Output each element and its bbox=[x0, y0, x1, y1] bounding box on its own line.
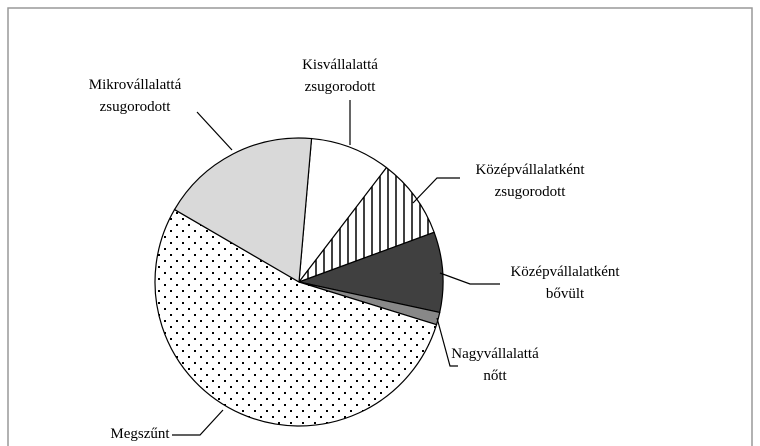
slice-label: Nagyvállalattá nőtt bbox=[451, 346, 539, 384]
pie-slice bbox=[296, 231, 444, 314]
pie-slice bbox=[173, 137, 313, 283]
slice-label: Középvállalatként bővült bbox=[510, 264, 620, 302]
pie-slice bbox=[298, 137, 388, 285]
slice-label: Mikrovállalattá zsugorodott bbox=[89, 77, 182, 115]
leader-line bbox=[439, 272, 500, 285]
slice-label: Kisvállalattá zsugorodott bbox=[302, 57, 378, 95]
slice-label: Megszűnt bbox=[110, 426, 170, 442]
leader-line bbox=[172, 409, 224, 436]
slice-label: Középvállalatként zsugorodott bbox=[475, 162, 585, 200]
leader-line bbox=[196, 111, 233, 151]
pie-slice bbox=[154, 208, 438, 427]
leader-line bbox=[436, 317, 458, 367]
leader-line bbox=[412, 177, 460, 204]
pie-slice bbox=[297, 166, 435, 284]
